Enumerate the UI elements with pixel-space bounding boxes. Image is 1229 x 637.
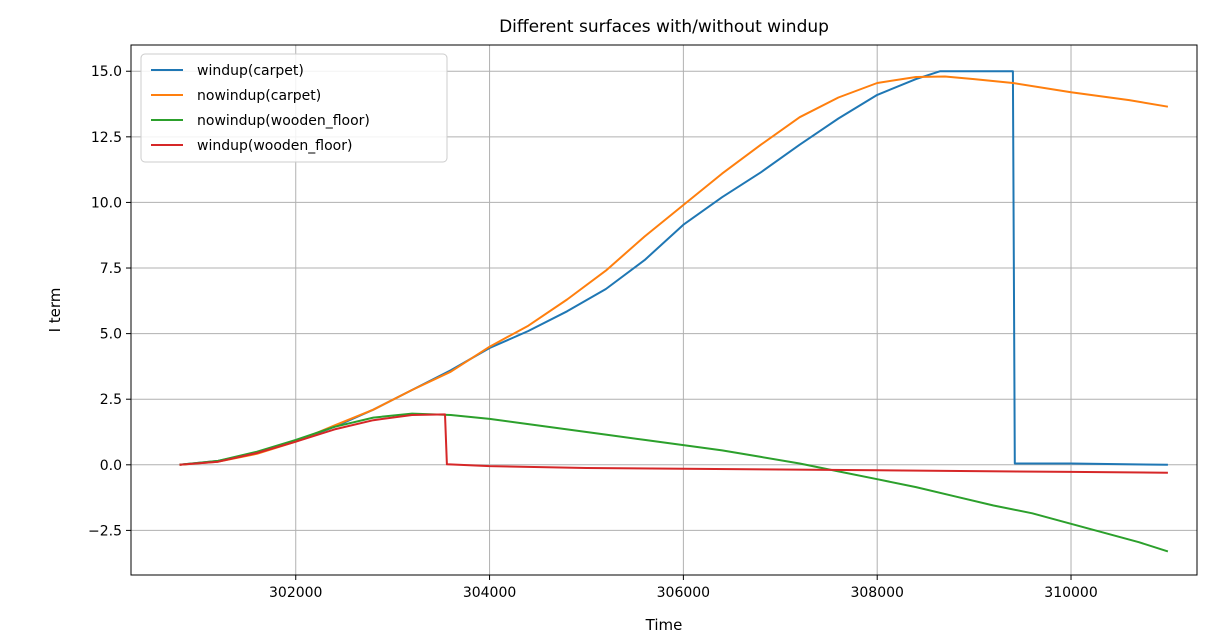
y-axis-ticks: −2.5 0.0 2.5 5.0 7.5 10.0 12.5 15.0	[88, 64, 131, 539]
y-axis-label: I term	[46, 288, 64, 333]
legend: windup(carpet) nowindup(carpet) nowindup(w…	[140, 53, 448, 163]
y-tick-label: 7.5	[100, 261, 122, 277]
legend-box	[140, 53, 448, 163]
x-axis-label: Time	[645, 616, 683, 634]
x-tick-label: 306000	[657, 585, 710, 601]
x-tick-label: 308000	[850, 585, 903, 601]
chart-title: Different surfaces with/without windup	[499, 17, 829, 37]
y-tick-label: 10.0	[91, 195, 122, 211]
x-axis-ticks: 302000 304000 306000 308000 310000	[269, 575, 1098, 601]
y-tick-label: 12.5	[91, 130, 122, 146]
y-tick-label: 15.0	[91, 64, 122, 80]
series-lines	[179, 70, 1169, 553]
series-line-nowindup-carpet-	[179, 75, 1169, 466]
y-tick-label: 0.0	[100, 458, 122, 474]
plot-frame	[130, 44, 1198, 576]
x-tick-label: 310000	[1044, 585, 1097, 601]
y-tick-label: −2.5	[88, 523, 122, 539]
x-tick-label: 304000	[463, 585, 516, 601]
grid-lines	[131, 45, 1197, 575]
y-tick-label: 2.5	[100, 392, 122, 408]
legend-entry-label: windup(carpet)	[197, 63, 304, 79]
legend-entry-label: nowindup(carpet)	[197, 88, 321, 104]
series-line-windup-wooden-floor-	[179, 413, 1168, 474]
x-tick-label: 302000	[269, 585, 322, 601]
series-line-nowindup-wooden-floor-	[179, 412, 1169, 553]
legend-entry-label: windup(wooden_floor)	[197, 138, 352, 154]
y-tick-label: 5.0	[100, 327, 122, 343]
legend-entry-label: nowindup(wooden_floor)	[197, 113, 370, 129]
